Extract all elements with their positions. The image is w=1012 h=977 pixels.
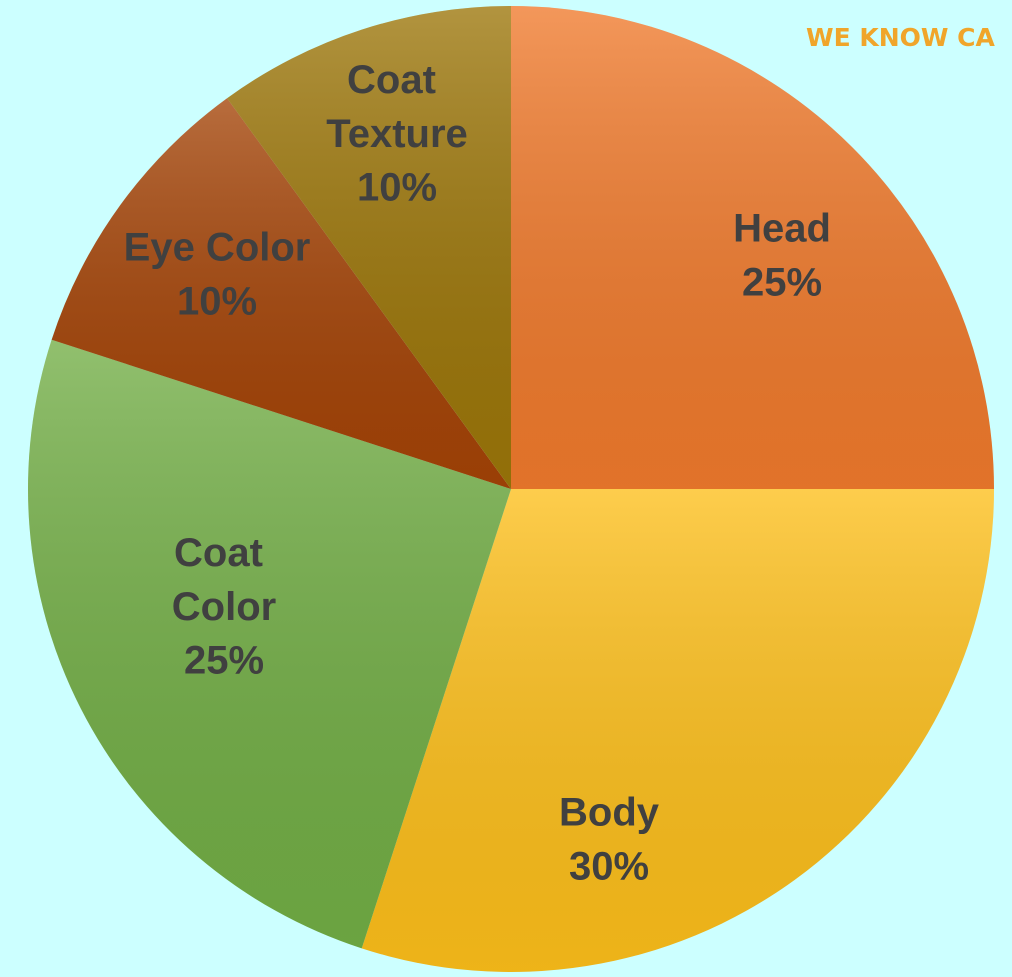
logo-text: WE KNOW CA [806,23,996,52]
slice-sheen [361,489,995,972]
category-label: Body [559,791,660,835]
category-label: Head [733,207,831,251]
pie [27,6,995,972]
value-label: 25% [742,261,822,305]
category-label: Coat Color [172,531,276,629]
category-label: Eye Color [124,226,311,270]
category-label-line: Texture [326,112,468,156]
slice-sheen [227,6,511,489]
category-label: Coat Texture [326,58,468,156]
slice-sheen [511,6,994,489]
labels: Head 25% Body 30% Coat Color 25% Eye Color 10% C… [124,58,831,889]
value-label: 25% [184,639,264,683]
category-label-line: Coat [347,58,447,102]
value-label: 10% [177,280,257,324]
category-label-line: Coat [174,531,274,575]
value-label: 10% [357,166,437,210]
slice-sheen [51,98,511,490]
category-label-line: Color [172,585,276,629]
slice-sheen [27,339,511,949]
value-label: 30% [569,845,649,889]
